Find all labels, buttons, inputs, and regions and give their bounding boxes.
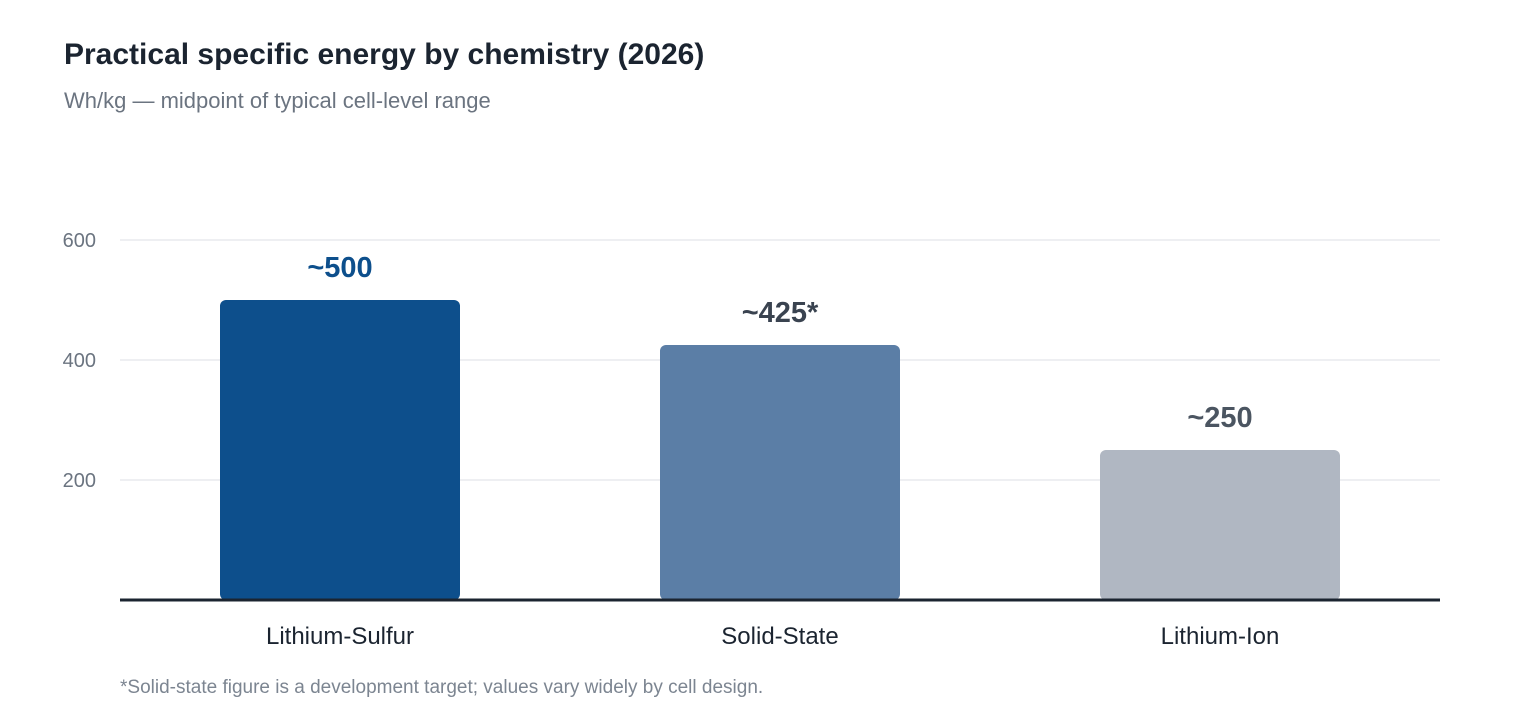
bar <box>660 345 900 600</box>
x-category-label: Solid-State <box>721 623 838 650</box>
y-tick-label: 600 <box>63 230 96 252</box>
x-category-label: Lithium-Ion <box>1161 623 1280 650</box>
data-label: ~500 <box>307 252 372 284</box>
bar <box>1100 450 1340 600</box>
y-tick-label: 400 <box>63 350 96 372</box>
chart-footnote: *Solid-state figure is a development tar… <box>120 677 764 698</box>
y-tick-label: 200 <box>63 470 96 492</box>
chart-title: Practical specific energy by chemistry (… <box>64 38 705 71</box>
x-category-label: Lithium-Sulfur <box>266 623 414 650</box>
bar <box>220 300 460 600</box>
chart-subtitle: Wh/kg — midpoint of typical cell-level r… <box>64 88 491 113</box>
data-label: ~250 <box>1187 402 1252 434</box>
data-label: ~425* <box>742 297 819 329</box>
